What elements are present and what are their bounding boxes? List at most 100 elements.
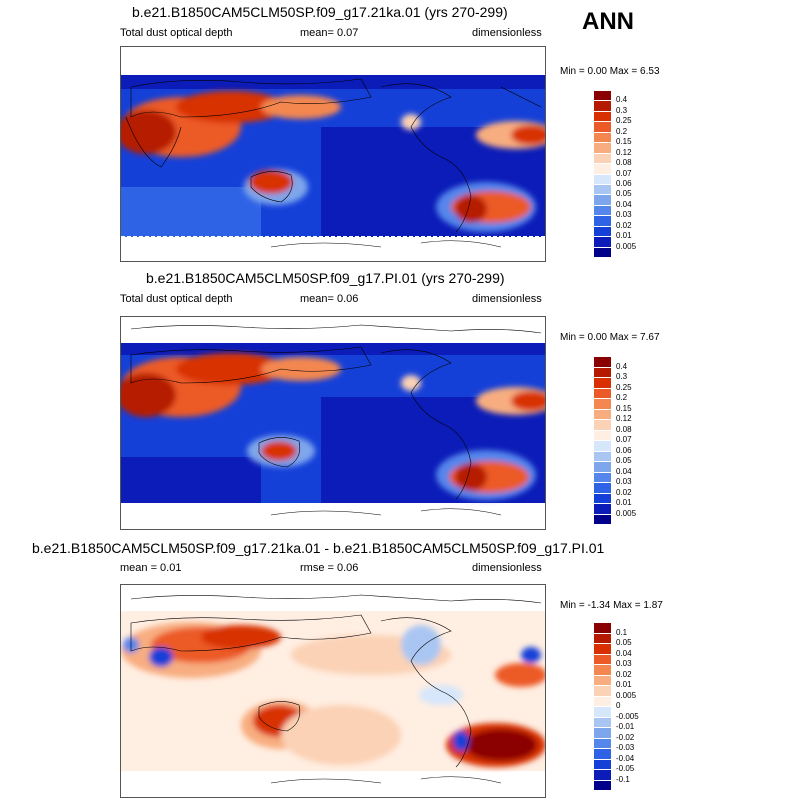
- panel-3-minmax: Min = -1.34 Max = 1.87: [560, 600, 663, 611]
- panel-2-center-label: mean= 0.06: [300, 293, 359, 305]
- panel-2-left-label: Total dust optical depth: [120, 293, 233, 305]
- colorbar-label: 0.12: [616, 414, 632, 423]
- colorbar-segment: [594, 142, 611, 153]
- colorbar-label: 0.01: [616, 498, 632, 507]
- panel-2-map: [120, 316, 546, 530]
- colorbar-segment: [594, 131, 611, 143]
- colorbar-label: 0.04: [616, 199, 632, 209]
- colorbar-segment: [594, 622, 611, 633]
- panel-1-title: b.e21.B1850CAM5CLM50SP.f09_g17.21ka.01 (…: [132, 4, 508, 20]
- colorbar-segment: [594, 236, 611, 247]
- colorbar-label: 0.2: [616, 126, 628, 136]
- colorbar-label: 0.05: [616, 189, 632, 199]
- colorbar-segment: [594, 653, 611, 664]
- panel-2-colorbar: 0.4 0.3 0.25 0.2 0.15 0.12 0.08 0.07 0.06 0.05 0.0…: [594, 356, 636, 524]
- colorbar-label: 0.2: [616, 393, 628, 402]
- panel-3-map-plot: [121, 594, 545, 784]
- colorbar-segment: [594, 398, 611, 409]
- colorbar-segment: [594, 727, 611, 738]
- colorbar-label: 0.05: [616, 456, 632, 465]
- colorbar-label: 0: [616, 701, 621, 710]
- colorbar-segment: [594, 643, 611, 654]
- colorbar-segment: [594, 110, 611, 122]
- colorbar-label: 0.15: [616, 137, 632, 147]
- colorbar-segment: [594, 450, 611, 461]
- colorbar-segment: [594, 100, 611, 111]
- colorbar-segment: [594, 377, 611, 388]
- colorbar-segment: [594, 387, 611, 398]
- colorbar-label: 0.4: [616, 95, 628, 105]
- colorbar-segment: [594, 503, 611, 514]
- colorbar-segment: [594, 163, 611, 174]
- colorbar-segment: [594, 246, 611, 257]
- panel-3-right-label: dimensionless: [472, 562, 542, 574]
- colorbar-label: 0.3: [616, 105, 628, 115]
- colorbar-label: 0.05: [616, 638, 632, 647]
- colorbar-label: 0.005: [616, 690, 637, 700]
- panel-1-minmax: Min = 0.00 Max = 6.53: [560, 66, 660, 77]
- colorbar-label: -0.01: [616, 722, 635, 731]
- colorbar-label: -0.1: [616, 774, 630, 784]
- colorbar-segment: [594, 408, 611, 419]
- colorbar-segment: [594, 225, 611, 237]
- colorbar-label: -0.03: [616, 743, 635, 752]
- colorbar-label: -0.05: [616, 764, 635, 773]
- colorbar-label: 0.02: [616, 669, 632, 679]
- panel-2-title: b.e21.B1850CAM5CLM50SP.f09_g17.PI.01 (yr…: [146, 270, 505, 286]
- panel-1-map: [120, 46, 546, 262]
- colorbar-segment: [594, 748, 611, 759]
- colorbar-segment: [594, 779, 611, 790]
- colorbar-label: 0.08: [616, 424, 632, 434]
- colorbar-label: 0.04: [616, 466, 632, 476]
- colorbar-segment: [594, 194, 611, 205]
- colorbar-label: -0.04: [616, 753, 635, 763]
- panel-2-right-label: dimensionless: [472, 293, 542, 305]
- colorbar-label: -0.02: [616, 732, 635, 742]
- colorbar-label: 0.01: [616, 680, 632, 689]
- colorbar-segment: [594, 706, 611, 717]
- colorbar-segment: [594, 419, 611, 430]
- colorbar-label: 0.4: [616, 361, 628, 371]
- colorbar-label: 0.02: [616, 220, 632, 230]
- colorbar-label: 0.04: [616, 648, 632, 658]
- panel-3-map: [120, 584, 546, 798]
- panel-1-center-label: mean= 0.07: [300, 27, 359, 39]
- colorbar-segment: [594, 429, 611, 440]
- colorbar-segment: [594, 674, 611, 685]
- colorbar-label: 0.03: [616, 659, 632, 668]
- colorbar-segment: [594, 173, 611, 184]
- colorbar-segment: [594, 215, 611, 226]
- colorbar-label: 0.06: [616, 178, 632, 188]
- colorbar-segment: [594, 769, 611, 780]
- colorbar-segment: [594, 737, 611, 748]
- colorbar-segment: [594, 152, 611, 164]
- panel-2-map-plot: [121, 324, 545, 516]
- colorbar-segment: [594, 461, 611, 472]
- colorbar-segment: [594, 482, 611, 493]
- panel-3-center-label: rmse = 0.06: [300, 562, 359, 574]
- colorbar-label: 0.03: [616, 477, 632, 486]
- colorbar-segment: [594, 356, 611, 367]
- panel-3-left-label: mean = 0.01: [120, 562, 182, 574]
- colorbar-segment: [594, 471, 611, 482]
- colorbar-segment: [594, 366, 611, 377]
- colorbar-segment: [594, 685, 611, 696]
- colorbar-label: 0.1: [616, 627, 628, 637]
- colorbar-segment: [594, 183, 611, 195]
- colorbar-label: 0.01: [616, 231, 632, 241]
- colorbar-segment: [594, 664, 611, 675]
- colorbar-label: 0.3: [616, 372, 628, 381]
- colorbar-segment: [594, 492, 611, 503]
- colorbar-label: -0.005: [616, 711, 639, 721]
- colorbar-segment: [594, 513, 611, 524]
- colorbar-segment: [594, 121, 611, 132]
- panel-1-right-label: dimensionless: [472, 27, 542, 39]
- colorbar-label: 0.02: [616, 487, 632, 497]
- panel-1-left-label: Total dust optical depth: [120, 27, 233, 39]
- colorbar-label: 0.15: [616, 403, 632, 413]
- colorbar-label: 0.07: [616, 168, 632, 178]
- colorbar-segment: [594, 758, 611, 769]
- colorbar-segment: [594, 632, 611, 643]
- colorbar-label: 0.03: [616, 210, 632, 220]
- panel-2-minmax: Min = 0.00 Max = 7.67: [560, 332, 660, 343]
